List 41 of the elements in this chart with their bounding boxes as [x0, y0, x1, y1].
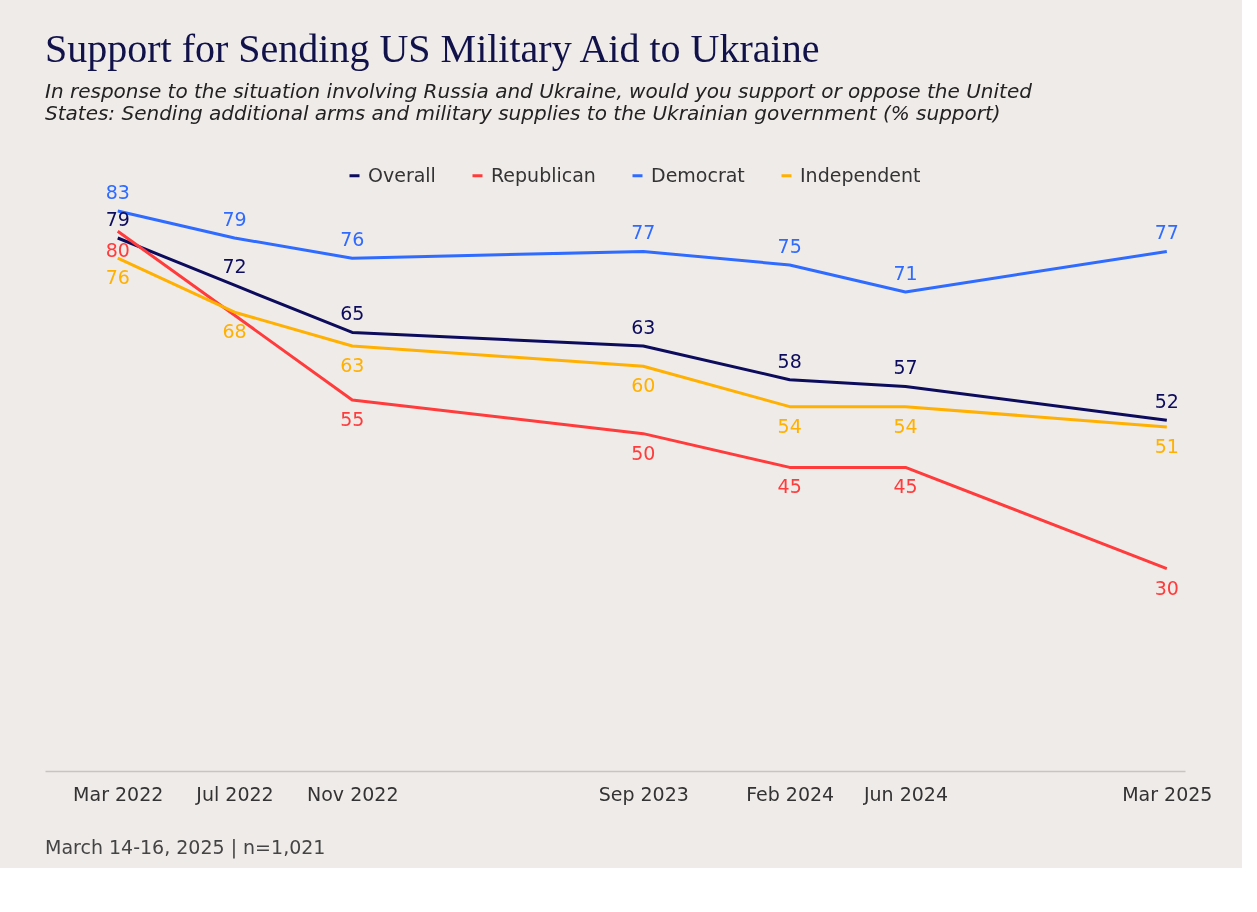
data-label: 63	[340, 353, 365, 376]
data-label: 76	[340, 228, 365, 251]
x-tick-label: Mar 2025	[1122, 782, 1213, 805]
legend-label: Democrat	[651, 163, 745, 186]
x-tick-label: Sep 2023	[598, 782, 689, 805]
data-label: 65	[340, 302, 365, 325]
data-label: 45	[893, 475, 918, 498]
data-label: 71	[893, 261, 918, 284]
legend-label: Independent	[800, 163, 921, 186]
data-label: 63	[631, 315, 656, 338]
data-label: 68	[222, 320, 247, 343]
data-label: 75	[777, 234, 802, 257]
data-label: 77	[631, 221, 656, 244]
data-label: 54	[893, 414, 918, 437]
x-tick-label: Feb 2024	[746, 782, 835, 805]
data-label: 79	[105, 207, 130, 230]
chart-title: Support for Sending US Military Aid to Ukraine	[45, 26, 820, 71]
data-label: 52	[1154, 390, 1179, 413]
data-label: 45	[777, 475, 802, 498]
data-label: 55	[340, 407, 365, 430]
data-label: 50	[631, 441, 656, 464]
chart-subtitle: In response to the situation involving Russia and Ukraine, would you support or oppose the United States: Sending additional arms and military supplies to the Ukrainian government (% support)	[45, 79, 1033, 125]
data-label: 54	[777, 414, 802, 437]
legend-label: Republican	[491, 163, 596, 186]
x-tick-label: Nov 2022	[307, 782, 399, 805]
data-label: 51	[1154, 434, 1179, 457]
data-label: 60	[631, 374, 656, 397]
data-label: 72	[222, 255, 247, 278]
text: March 14-16, 2025 | n=1,021	[45, 836, 326, 859]
legend-label: Overall	[368, 163, 436, 186]
data-label: 30	[1154, 576, 1179, 599]
data-label: 58	[777, 349, 802, 372]
data-label: 57	[893, 356, 918, 379]
data-label: 80	[105, 239, 130, 262]
x-tick-label: Jul 2022	[195, 782, 274, 805]
x-tick-label: Mar 2022	[73, 782, 164, 805]
data-label: 76	[105, 266, 130, 289]
data-label: 79	[222, 207, 247, 230]
data-label: 77	[1154, 221, 1179, 244]
x-tick-label: Jun 2024	[862, 782, 949, 805]
data-label: 83	[105, 181, 130, 203]
